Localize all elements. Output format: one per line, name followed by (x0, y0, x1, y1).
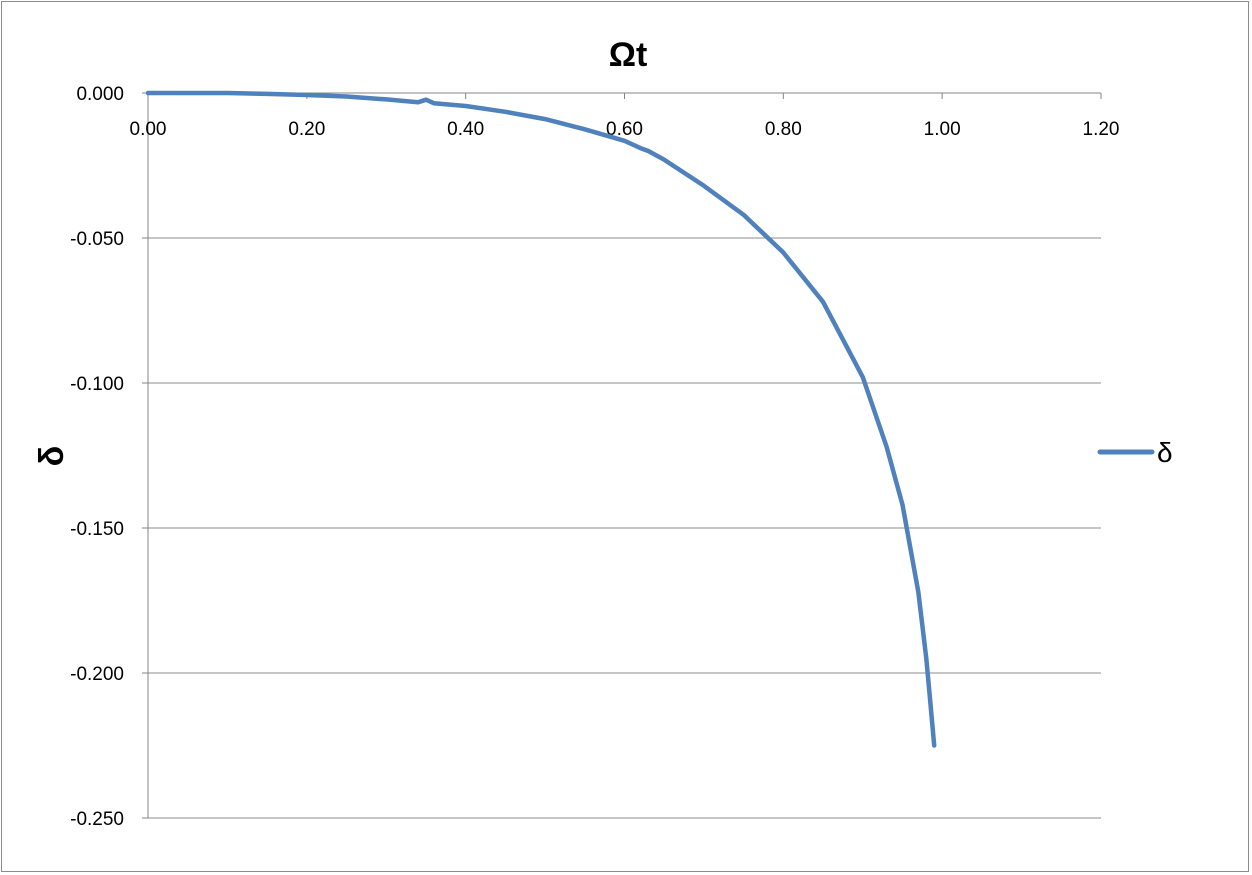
grid-lines (147, 92, 1101, 819)
y-tick-label-5: -0.250 (70, 809, 124, 830)
x-tick-label-3: 0.60 (606, 119, 643, 140)
y-tick-label-4: -0.200 (70, 664, 124, 685)
x-tick-label-1: 0.20 (288, 119, 325, 140)
x-tick-label-6: 1.20 (1083, 119, 1120, 140)
y-axis-title: δ (33, 446, 71, 467)
x-tick-label-2: 0.40 (447, 119, 484, 140)
y-tick-labels: 0.000 -0.050 -0.100 -0.150 -0.200 -0.250 (70, 84, 148, 830)
x-tick-label-5: 1.00 (924, 119, 961, 140)
y-tick-label-2: -0.100 (70, 374, 124, 395)
series-line-0 (145, 90, 937, 748)
legend: δ (1097, 437, 1173, 468)
y-tick-label-3: -0.150 (70, 519, 124, 540)
x-axis-title: Ωt (609, 36, 648, 74)
y-tick-label-1: -0.050 (70, 229, 124, 250)
y-tick-label-0: 0.000 (76, 84, 124, 105)
x-tick-label-0: 0.00 (130, 119, 167, 140)
x-tick-labels: 0.00 0.20 0.40 0.60 0.80 1.00 1.20 (130, 93, 1120, 140)
data-series (145, 90, 937, 748)
legend-label-delta: δ (1157, 437, 1173, 468)
x-tick-label-4: 0.80 (765, 119, 802, 140)
